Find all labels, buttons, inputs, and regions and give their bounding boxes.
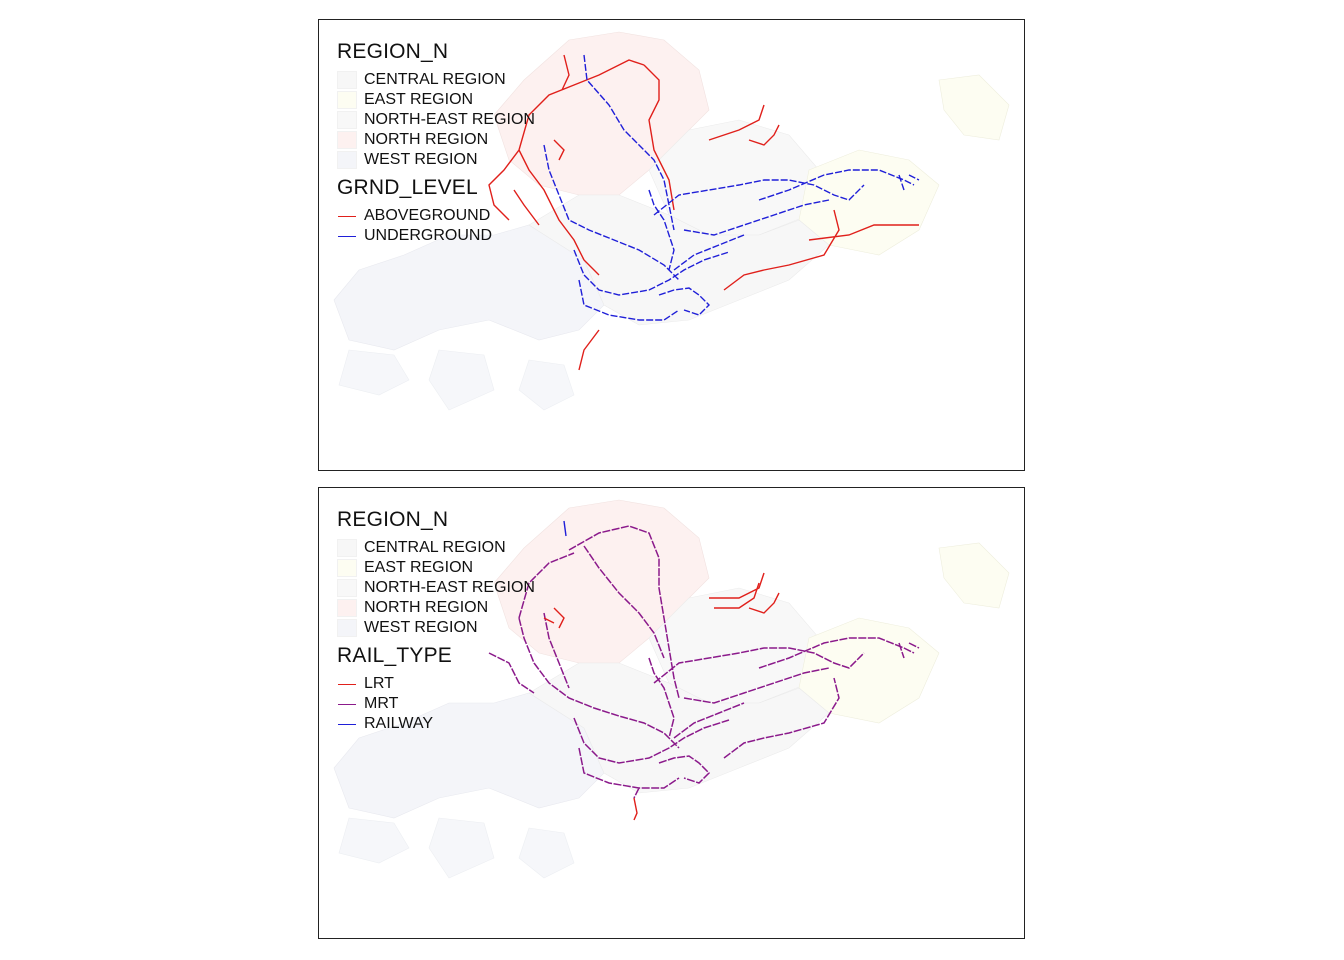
legend-line-swatch xyxy=(337,207,357,225)
region-polygons xyxy=(333,499,1010,879)
legend-swatch xyxy=(337,151,357,169)
map-panel-grnd-level: REGION_N CENTRAL REGION EAST REGION NORT… xyxy=(318,19,1025,471)
region-central xyxy=(528,662,830,794)
legend-title-region: REGION_N xyxy=(337,508,449,531)
legend-item-north-region: NORTH REGION xyxy=(337,598,535,618)
legend-label: CENTRAL REGION xyxy=(364,539,506,556)
legend-label: ABOVEGROUND xyxy=(364,207,491,224)
region-central xyxy=(528,194,830,326)
legend-title-rail-type: RAIL_TYPE xyxy=(337,644,453,667)
legend-label: WEST REGION xyxy=(364,619,478,636)
legend-swatch xyxy=(337,619,357,637)
legend-item-north-east-region: NORTH-EAST REGION xyxy=(337,110,535,130)
rail-line-aboveground xyxy=(488,54,919,371)
legend-swatch xyxy=(337,559,357,577)
legend-swatch xyxy=(337,91,357,109)
legend-item-north-region: NORTH REGION xyxy=(337,130,535,150)
map-legend: REGION_N CENTRAL REGION EAST REGION NORT… xyxy=(337,40,535,246)
legend-label: UNDERGROUND xyxy=(364,227,492,244)
map-canvas xyxy=(333,31,1010,411)
legend-label: NORTH-EAST REGION xyxy=(364,111,535,128)
region-polygons xyxy=(333,31,1010,411)
legend-item-railway: RAILWAY xyxy=(337,714,535,734)
legend-label: EAST REGION xyxy=(364,559,474,576)
legend-item-north-east-region: NORTH-EAST REGION xyxy=(337,578,535,598)
region-west-islands xyxy=(338,817,575,879)
region-west-islands xyxy=(338,349,575,411)
legend-swatch xyxy=(337,599,357,617)
legend-swatch xyxy=(337,539,357,557)
legend-label: NORTH-EAST REGION xyxy=(364,579,535,596)
legend-swatch xyxy=(337,71,357,89)
legend-label: LRT xyxy=(364,675,394,692)
legend-title-region: REGION_N xyxy=(337,40,449,63)
legend-swatch xyxy=(337,111,357,129)
legend-item-east-region: EAST REGION xyxy=(337,558,535,578)
legend-title-grnd-level: GRND_LEVEL xyxy=(337,176,478,199)
legend-label: EAST REGION xyxy=(364,91,474,108)
region-north xyxy=(493,31,710,196)
legend-label: CENTRAL REGION xyxy=(364,71,506,88)
legend-label: WEST REGION xyxy=(364,151,478,168)
region-east xyxy=(798,542,1010,724)
legend-line-swatch xyxy=(337,715,357,733)
legend-item-central-region: CENTRAL REGION xyxy=(337,538,535,558)
legend-label: MRT xyxy=(364,695,399,712)
legend-line-swatch xyxy=(337,227,357,245)
legend-item-west-region: WEST REGION xyxy=(337,618,535,638)
legend-label: NORTH REGION xyxy=(364,599,489,616)
legend-item-mrt: MRT xyxy=(337,694,535,714)
rail-line-lrt xyxy=(543,572,780,821)
map-canvas xyxy=(333,499,1010,879)
legend-label: NORTH REGION xyxy=(364,131,489,148)
legend-item-lrt: LRT xyxy=(337,674,535,694)
legend-line-swatch xyxy=(337,695,357,713)
rail-line-railway xyxy=(563,520,567,537)
legend-label: RAILWAY xyxy=(364,715,434,732)
rail-lines xyxy=(488,54,920,371)
legend-item-west-region: WEST REGION xyxy=(337,150,535,170)
rail-lines xyxy=(488,520,920,821)
map-panel-rail-type: REGION_N CENTRAL REGION EAST REGION NORT… xyxy=(318,487,1025,939)
rail-line-mrt xyxy=(488,525,920,799)
rail-line-underground xyxy=(543,54,920,321)
legend-item-central-region: CENTRAL REGION xyxy=(337,70,535,90)
legend-item-underground: UNDERGROUND xyxy=(337,226,535,246)
region-east xyxy=(798,74,1010,256)
map-legend: REGION_N CENTRAL REGION EAST REGION NORT… xyxy=(337,508,535,734)
legend-item-aboveground: ABOVEGROUND xyxy=(337,206,535,226)
legend-swatch xyxy=(337,131,357,149)
legend-line-swatch xyxy=(337,675,357,693)
legend-swatch xyxy=(337,579,357,597)
region-north xyxy=(493,499,710,664)
legend-item-east-region: EAST REGION xyxy=(337,90,535,110)
